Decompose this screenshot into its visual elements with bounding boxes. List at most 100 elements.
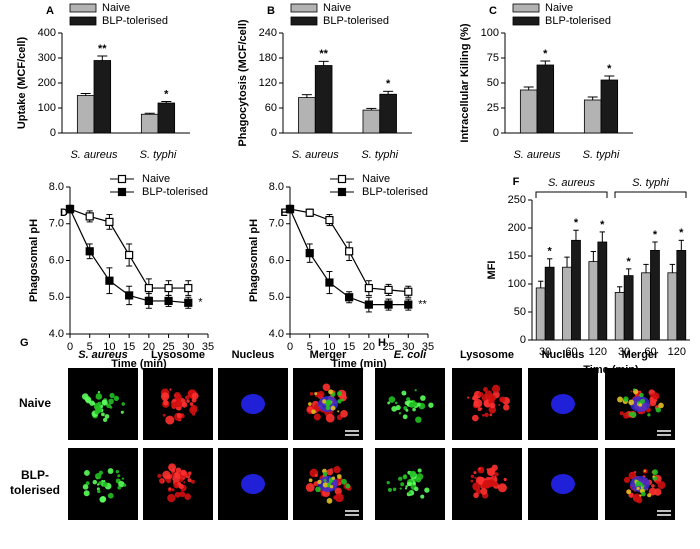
signal <box>174 393 182 402</box>
signal <box>403 406 408 411</box>
signal <box>489 402 496 409</box>
significance: ** <box>98 43 107 55</box>
x-tick-label: 0 <box>287 341 293 353</box>
signal <box>494 472 499 477</box>
marker <box>305 208 314 217</box>
signal <box>108 398 114 405</box>
signal <box>387 401 391 405</box>
signal <box>113 395 120 401</box>
x-tick-label: 120 <box>589 346 607 358</box>
signal <box>157 473 162 478</box>
marker <box>105 276 114 285</box>
signal <box>309 392 314 396</box>
signal <box>330 405 336 411</box>
signal <box>473 398 483 408</box>
legend-swatch <box>290 3 318 13</box>
panel-letter: E <box>280 207 287 219</box>
panel-letter: H <box>378 337 386 349</box>
y-axis-label: Phagosomal pH <box>28 219 40 302</box>
bar <box>379 93 397 134</box>
marker <box>364 283 373 293</box>
signal <box>103 479 106 483</box>
x-tick-label: 25 <box>162 341 174 353</box>
panel-letter: D <box>60 207 68 219</box>
legend-label: Naive <box>102 2 130 14</box>
signal <box>101 399 108 406</box>
column-label: Merger <box>310 349 347 361</box>
significance: * <box>574 217 579 229</box>
legend-label: BLP-tolerised <box>323 15 389 27</box>
signal <box>83 469 90 476</box>
signal <box>181 401 188 408</box>
y-axis-label: MFI <box>486 261 498 280</box>
marker <box>325 278 334 287</box>
x-tick-label: 15 <box>123 341 135 353</box>
signal <box>492 476 496 479</box>
signal <box>96 487 100 491</box>
signal <box>414 389 417 392</box>
signal <box>655 407 662 413</box>
signal <box>315 484 318 487</box>
x-tick-label: 30 <box>539 346 551 358</box>
signal <box>185 395 190 400</box>
y-tick-label: 75 <box>487 52 499 64</box>
signal <box>403 474 407 478</box>
y-tick-label: 6.0 <box>49 254 64 266</box>
signal <box>328 389 334 395</box>
bar <box>597 241 608 341</box>
signal <box>315 486 321 493</box>
panel-letter: C <box>489 5 497 17</box>
y-tick-label: 200 <box>508 222 526 234</box>
signal <box>638 403 643 407</box>
y-tick-label: 8.0 <box>269 181 284 193</box>
signal <box>409 470 417 478</box>
marker <box>125 250 134 260</box>
significance: * <box>164 88 169 100</box>
row-label: Naive <box>18 396 52 410</box>
marker <box>85 247 94 256</box>
y-axis-label: Uptake (MCF/cell) <box>16 37 28 130</box>
signal <box>187 478 192 483</box>
signal <box>630 390 633 393</box>
x-tick-label: 10 <box>103 341 115 353</box>
signal <box>398 412 402 415</box>
signal <box>173 471 181 479</box>
signal <box>325 399 332 406</box>
column-label: S. aureus <box>78 349 128 361</box>
y-tick-label: 300 <box>38 52 56 64</box>
x-tick-label: 35 <box>202 341 214 353</box>
signal <box>314 473 318 477</box>
signal <box>470 474 475 479</box>
y-axis-label: Intracellular Killing (%) <box>459 23 471 143</box>
signal <box>643 469 646 473</box>
y-tick-label: 5.0 <box>269 291 284 303</box>
signal <box>493 481 499 487</box>
signal <box>168 463 177 472</box>
signal <box>107 492 114 499</box>
signal <box>337 399 342 404</box>
marker <box>184 298 193 307</box>
signal <box>628 399 635 406</box>
signal <box>109 392 115 399</box>
signal <box>83 490 90 497</box>
x-tick-label: S. typhi <box>583 149 620 161</box>
signal <box>399 487 402 490</box>
signal <box>162 413 166 417</box>
y-tick-label: 60 <box>265 102 277 114</box>
signal <box>180 469 187 476</box>
signal <box>478 391 484 397</box>
signal <box>387 487 393 492</box>
signal <box>340 410 348 418</box>
marker <box>285 204 295 214</box>
signal <box>161 392 170 401</box>
x-tick-label: 120 <box>668 346 686 358</box>
signal <box>480 487 488 495</box>
nucleus <box>551 474 575 494</box>
signal <box>305 483 315 492</box>
bar <box>544 266 555 341</box>
signal <box>162 399 169 406</box>
signal <box>99 496 106 503</box>
marker <box>364 300 373 309</box>
signal <box>107 468 114 474</box>
signal <box>417 468 422 473</box>
